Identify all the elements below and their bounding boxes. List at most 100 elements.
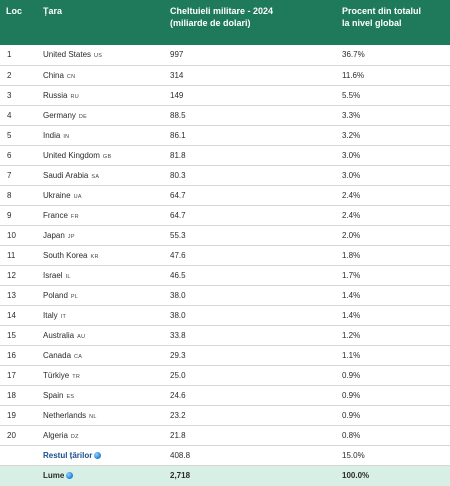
country-code: FR <box>70 213 79 220</box>
country-code: DZ <box>70 433 79 440</box>
country-code: CA <box>74 353 83 360</box>
country-code: PL <box>70 293 79 300</box>
header-percent-line2: la nivel global <box>342 18 402 28</box>
country-cell: France FR <box>37 205 164 225</box>
spending-cell: 46.5 <box>170 270 186 280</box>
rest-label: Restul țărilor <box>43 450 93 460</box>
country-name: Spain <box>43 390 64 400</box>
globe-icon <box>66 472 74 480</box>
spending-cell: 33.8 <box>170 330 186 340</box>
country-cell: Netherlands NL <box>37 405 164 425</box>
header-country: Țara <box>43 6 63 16</box>
country-cell: United Kingdom GB <box>37 145 164 165</box>
country-code: IL <box>65 273 71 280</box>
country-name: Italy <box>43 310 58 320</box>
header-percent: Procent din totalul la nivel global <box>336 0 450 45</box>
country-code: GB <box>102 153 112 160</box>
country-name: Germany <box>43 110 76 120</box>
percent-cell: 2.4% <box>342 190 361 200</box>
country-cell: South Korea KR <box>37 245 164 265</box>
percent-cell: 5.5% <box>342 90 361 100</box>
rank-cell: 6 <box>7 150 12 160</box>
rank-cell: 18 <box>7 390 16 400</box>
header-row: Loc Țara Cheltuieli militare - 2024 (mil… <box>0 0 450 45</box>
percent-cell: 1.4% <box>342 310 361 320</box>
country-cell: Poland PL <box>37 285 164 305</box>
rank-cell: 19 <box>7 410 16 420</box>
spending-cell: 997 <box>170 50 184 60</box>
percent-cell: 11.6% <box>342 70 365 80</box>
country-code: TR <box>72 373 81 380</box>
percent-cell: 1.8% <box>342 250 361 260</box>
table-row: 1 United States US 997 36.7% <box>0 45 450 65</box>
table-body: 1 United States US 997 36.7% 2 China CN 314 11.6%… <box>0 45 450 486</box>
table-row: 17 Türkiye TR 25.0 0.9% <box>0 365 450 385</box>
table-row: 12 Israel IL 46.5 1.7% <box>0 265 450 285</box>
percent-cell: 1.7% <box>342 270 361 280</box>
rest-of-countries-row: Restul țărilor 408.8 15.0% <box>0 445 450 465</box>
country-cell: Japan JP <box>37 225 164 245</box>
percent-cell: 0.9% <box>342 390 361 400</box>
spending-cell: 29.3 <box>170 350 186 360</box>
table-header: Loc Țara Cheltuieli militare - 2024 (mil… <box>0 0 450 45</box>
percent-cell: 3.0% <box>342 170 361 180</box>
country-name: Ukraine <box>43 190 71 200</box>
spending-cell: 88.5 <box>170 110 186 120</box>
table-row: 8 Ukraine UA 64.7 2.4% <box>0 185 450 205</box>
percent-cell: 1.1% <box>342 350 361 360</box>
rest-label-cell: Restul țărilor <box>37 445 164 465</box>
spending-cell: 38.0 <box>170 290 186 300</box>
rank-cell: 20 <box>7 430 16 440</box>
table-row: 16 Canada CA 29.3 1.1% <box>0 345 450 365</box>
country-code: JP <box>67 233 75 240</box>
percent-cell: 2.0% <box>342 230 361 240</box>
spending-cell: 38.0 <box>170 310 186 320</box>
table-row: 11 South Korea KR 47.6 1.8% <box>0 245 450 265</box>
spending-cell: 55.3 <box>170 230 186 240</box>
country-code: CN <box>66 73 76 80</box>
world-label-cell: Lume <box>37 465 164 486</box>
spending-cell: 47.6 <box>170 250 186 260</box>
percent-cell: 0.8% <box>342 430 361 440</box>
spending-cell: 24.6 <box>170 390 186 400</box>
country-code: US <box>94 53 103 60</box>
rest-spending-cell: 408.8 <box>170 450 191 460</box>
country-code: ES <box>66 393 75 400</box>
country-cell: Italy IT <box>37 305 164 325</box>
rank-cell: 17 <box>7 370 16 380</box>
country-code: DE <box>78 113 88 120</box>
rank-cell: 9 <box>7 210 12 220</box>
country-cell: Russia RU <box>37 85 164 105</box>
rank-cell: 12 <box>7 270 16 280</box>
country-cell: Saudi Arabia SA <box>37 165 164 185</box>
table-row: 20 Algeria DZ 21.8 0.8% <box>0 425 450 445</box>
table-row: 2 China CN 314 11.6% <box>0 65 450 85</box>
table-row: 5 India IN 86.1 3.2% <box>0 125 450 145</box>
spending-cell: 314 <box>170 70 184 80</box>
table-row: 18 Spain ES 24.6 0.9% <box>0 385 450 405</box>
country-name: United States <box>43 50 92 60</box>
rank-cell: 3 <box>7 90 12 100</box>
header-rank: Loc <box>6 6 23 16</box>
percent-cell: 36.7% <box>342 50 365 60</box>
percent-cell: 3.0% <box>342 150 361 160</box>
spending-cell: 81.8 <box>170 150 186 160</box>
rank-cell: 14 <box>7 310 16 320</box>
rank-cell: 8 <box>7 190 12 200</box>
rank-cell: 13 <box>7 290 16 300</box>
header-percent-line1: Procent din totalul <box>342 6 422 16</box>
country-code: KR <box>90 253 99 260</box>
country-name: South Korea <box>43 250 88 260</box>
spending-cell: 86.1 <box>170 130 186 140</box>
spending-cell: 64.7 <box>170 210 186 220</box>
rank-cell: 11 <box>7 250 16 260</box>
country-cell: Canada CA <box>37 345 164 365</box>
spending-cell: 80.3 <box>170 170 186 180</box>
percent-cell: 3.3% <box>342 110 361 120</box>
header-spending: Cheltuieli militare - 2024 (miliarde de … <box>164 0 336 45</box>
rank-cell: 16 <box>7 350 16 360</box>
rank-cell: 10 <box>7 230 16 240</box>
country-name: Canada <box>43 350 72 360</box>
